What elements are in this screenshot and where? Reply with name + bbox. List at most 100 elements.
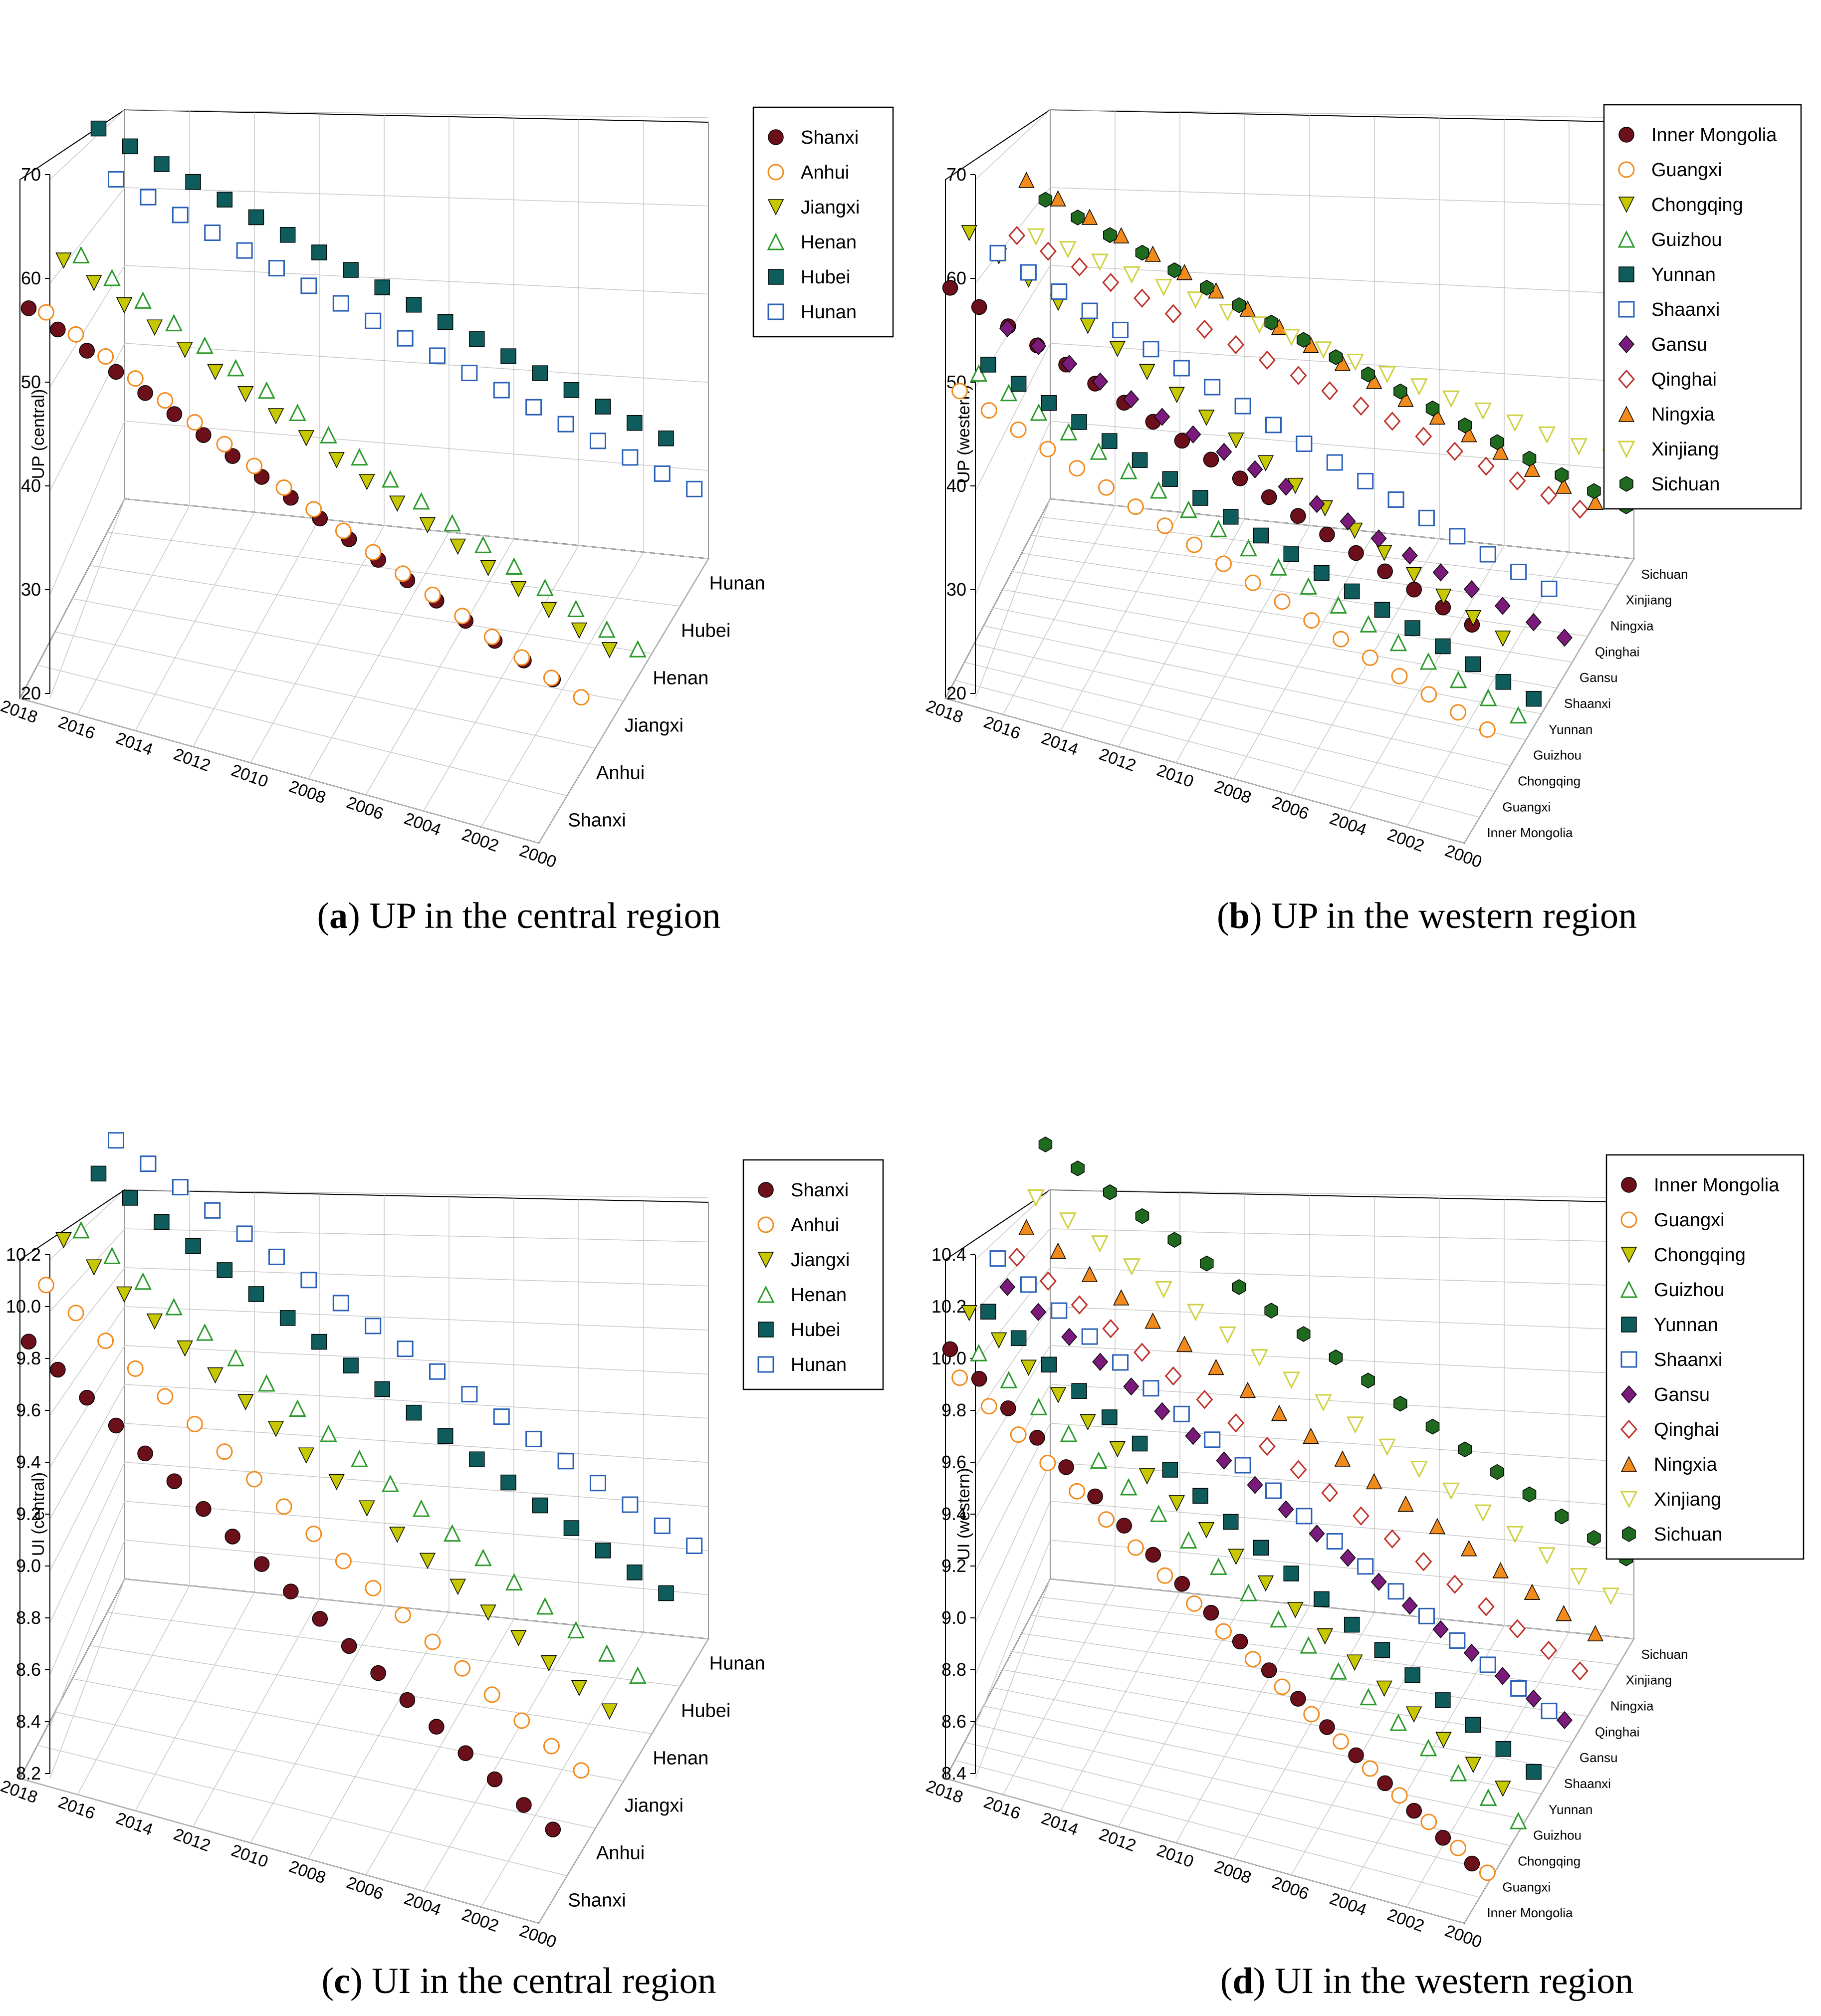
data-point: [543, 670, 560, 686]
caption-paren-close: ): [348, 896, 360, 936]
data-point: [536, 1597, 554, 1615]
data-point: [1526, 1764, 1542, 1780]
data-point: [217, 192, 233, 208]
data-point: [1495, 630, 1511, 647]
data-point: [1102, 1409, 1118, 1425]
data-point: [500, 1474, 516, 1491]
legend-marker: [768, 269, 784, 285]
data-point: [1030, 1397, 1048, 1415]
data-point: [72, 246, 90, 263]
data-point: [1522, 450, 1537, 467]
data-point: [365, 312, 382, 329]
grid-line-province: [974, 644, 1511, 766]
grid-line-province: [954, 1760, 1480, 1898]
grid-line-z-side: [975, 1267, 1051, 1364]
legend-marker: [757, 1216, 774, 1233]
province-tick-labels: Shanxi Anhui Jiangxi Henan Hubei Hunan: [568, 1653, 765, 1911]
data-point: [557, 1453, 574, 1470]
data-point: [1360, 615, 1377, 633]
data-point: [1142, 1380, 1159, 1397]
data-point: [1587, 483, 1601, 499]
province-tick-label: Sichuan: [1641, 1647, 1688, 1662]
legend-label: Jiangxi: [801, 197, 860, 218]
data-point: [1081, 1328, 1098, 1345]
data-point: [1387, 491, 1404, 508]
data-point: [1463, 580, 1480, 599]
data-point: [1300, 1636, 1318, 1654]
year-tick-label: 2010: [228, 761, 270, 792]
data-point: [571, 622, 588, 639]
year-tick-label: 2008: [286, 777, 328, 808]
grid-line-province: [983, 1705, 1526, 1820]
data-point: [288, 404, 306, 421]
data-point: [1179, 500, 1197, 518]
data-point: [1059, 1212, 1077, 1230]
data-point: [137, 385, 153, 401]
province-tick-label: Shaanxi: [1564, 696, 1611, 711]
data-point: [1393, 383, 1407, 400]
data-point: [1540, 1640, 1558, 1660]
data-point: [1361, 366, 1375, 383]
data-point: [1081, 209, 1098, 225]
data-point: [1555, 1508, 1569, 1525]
data-point: [1092, 1352, 1109, 1371]
province-tick-label: Qinghai: [1595, 1724, 1640, 1739]
data-point: [1113, 1289, 1130, 1306]
z-tick-labels: 8.2 8.4 8.6 8.8 9.0 9.2 9.4 9.6 9.8 10.0 10.2: [6, 1244, 50, 1784]
data-point: [1541, 580, 1558, 597]
data-point: [1449, 671, 1467, 688]
data-point: [1145, 1547, 1161, 1563]
data-point: [237, 386, 254, 403]
data-point: [540, 1655, 557, 1672]
z-tick-label: 60: [21, 268, 41, 288]
legend-marker: [1618, 197, 1635, 213]
province-tick-label: Jiangxi: [625, 1795, 683, 1816]
back-wall: [124, 109, 709, 560]
floor-plane: [19, 498, 709, 844]
data-point: [319, 426, 337, 444]
grid-line-province: [1002, 589, 1557, 688]
data-point: [1314, 565, 1330, 581]
legend-marker: [1622, 1526, 1636, 1542]
data-point: [55, 252, 72, 269]
province-tick-label: Xinjiang: [1626, 1673, 1672, 1688]
data-point: [1449, 1632, 1466, 1649]
data-point: [311, 1334, 327, 1350]
data-point: [1509, 471, 1526, 491]
grid-line-year: [1406, 1632, 1570, 1908]
data-point: [236, 242, 253, 259]
data-point: [90, 120, 107, 137]
data-point: [1186, 1595, 1203, 1612]
province-tick-label: Xinjiang: [1626, 593, 1672, 608]
data-point: [1144, 1312, 1161, 1329]
data-point: [1271, 1404, 1288, 1421]
legend-label: Sichuan: [1654, 1524, 1722, 1545]
data-point: [246, 1471, 263, 1488]
data-point: [1059, 241, 1077, 258]
year-tick-label: 2002: [1385, 825, 1427, 856]
data-point: [1405, 1706, 1422, 1723]
data-point: [1120, 1478, 1138, 1496]
data-point: [429, 1363, 446, 1380]
data-point: [332, 1295, 349, 1312]
grid-line-z: [124, 343, 709, 383]
data-point: [1419, 1739, 1437, 1757]
year-tick-label: 2010: [1154, 1841, 1196, 1872]
legend-marker: [767, 164, 784, 181]
caption-d: (d) UI in the western region: [1220, 1961, 1633, 2002]
data-point: [1378, 366, 1396, 384]
caption-body: UP in the central region: [360, 896, 721, 936]
data-point: [1039, 1271, 1057, 1291]
data-point: [207, 1367, 224, 1384]
data-point: [1071, 257, 1088, 277]
data-point: [1186, 1304, 1204, 1322]
data-point: [312, 1611, 328, 1627]
data-point: [165, 314, 183, 332]
data-point: [493, 382, 510, 399]
data-point: [486, 1771, 503, 1788]
grid-line-z: [1050, 1189, 1634, 1198]
legend-marker: [1620, 1419, 1638, 1439]
data-point: [469, 1451, 485, 1467]
data-point: [1000, 1370, 1018, 1388]
data-point: [980, 357, 996, 373]
